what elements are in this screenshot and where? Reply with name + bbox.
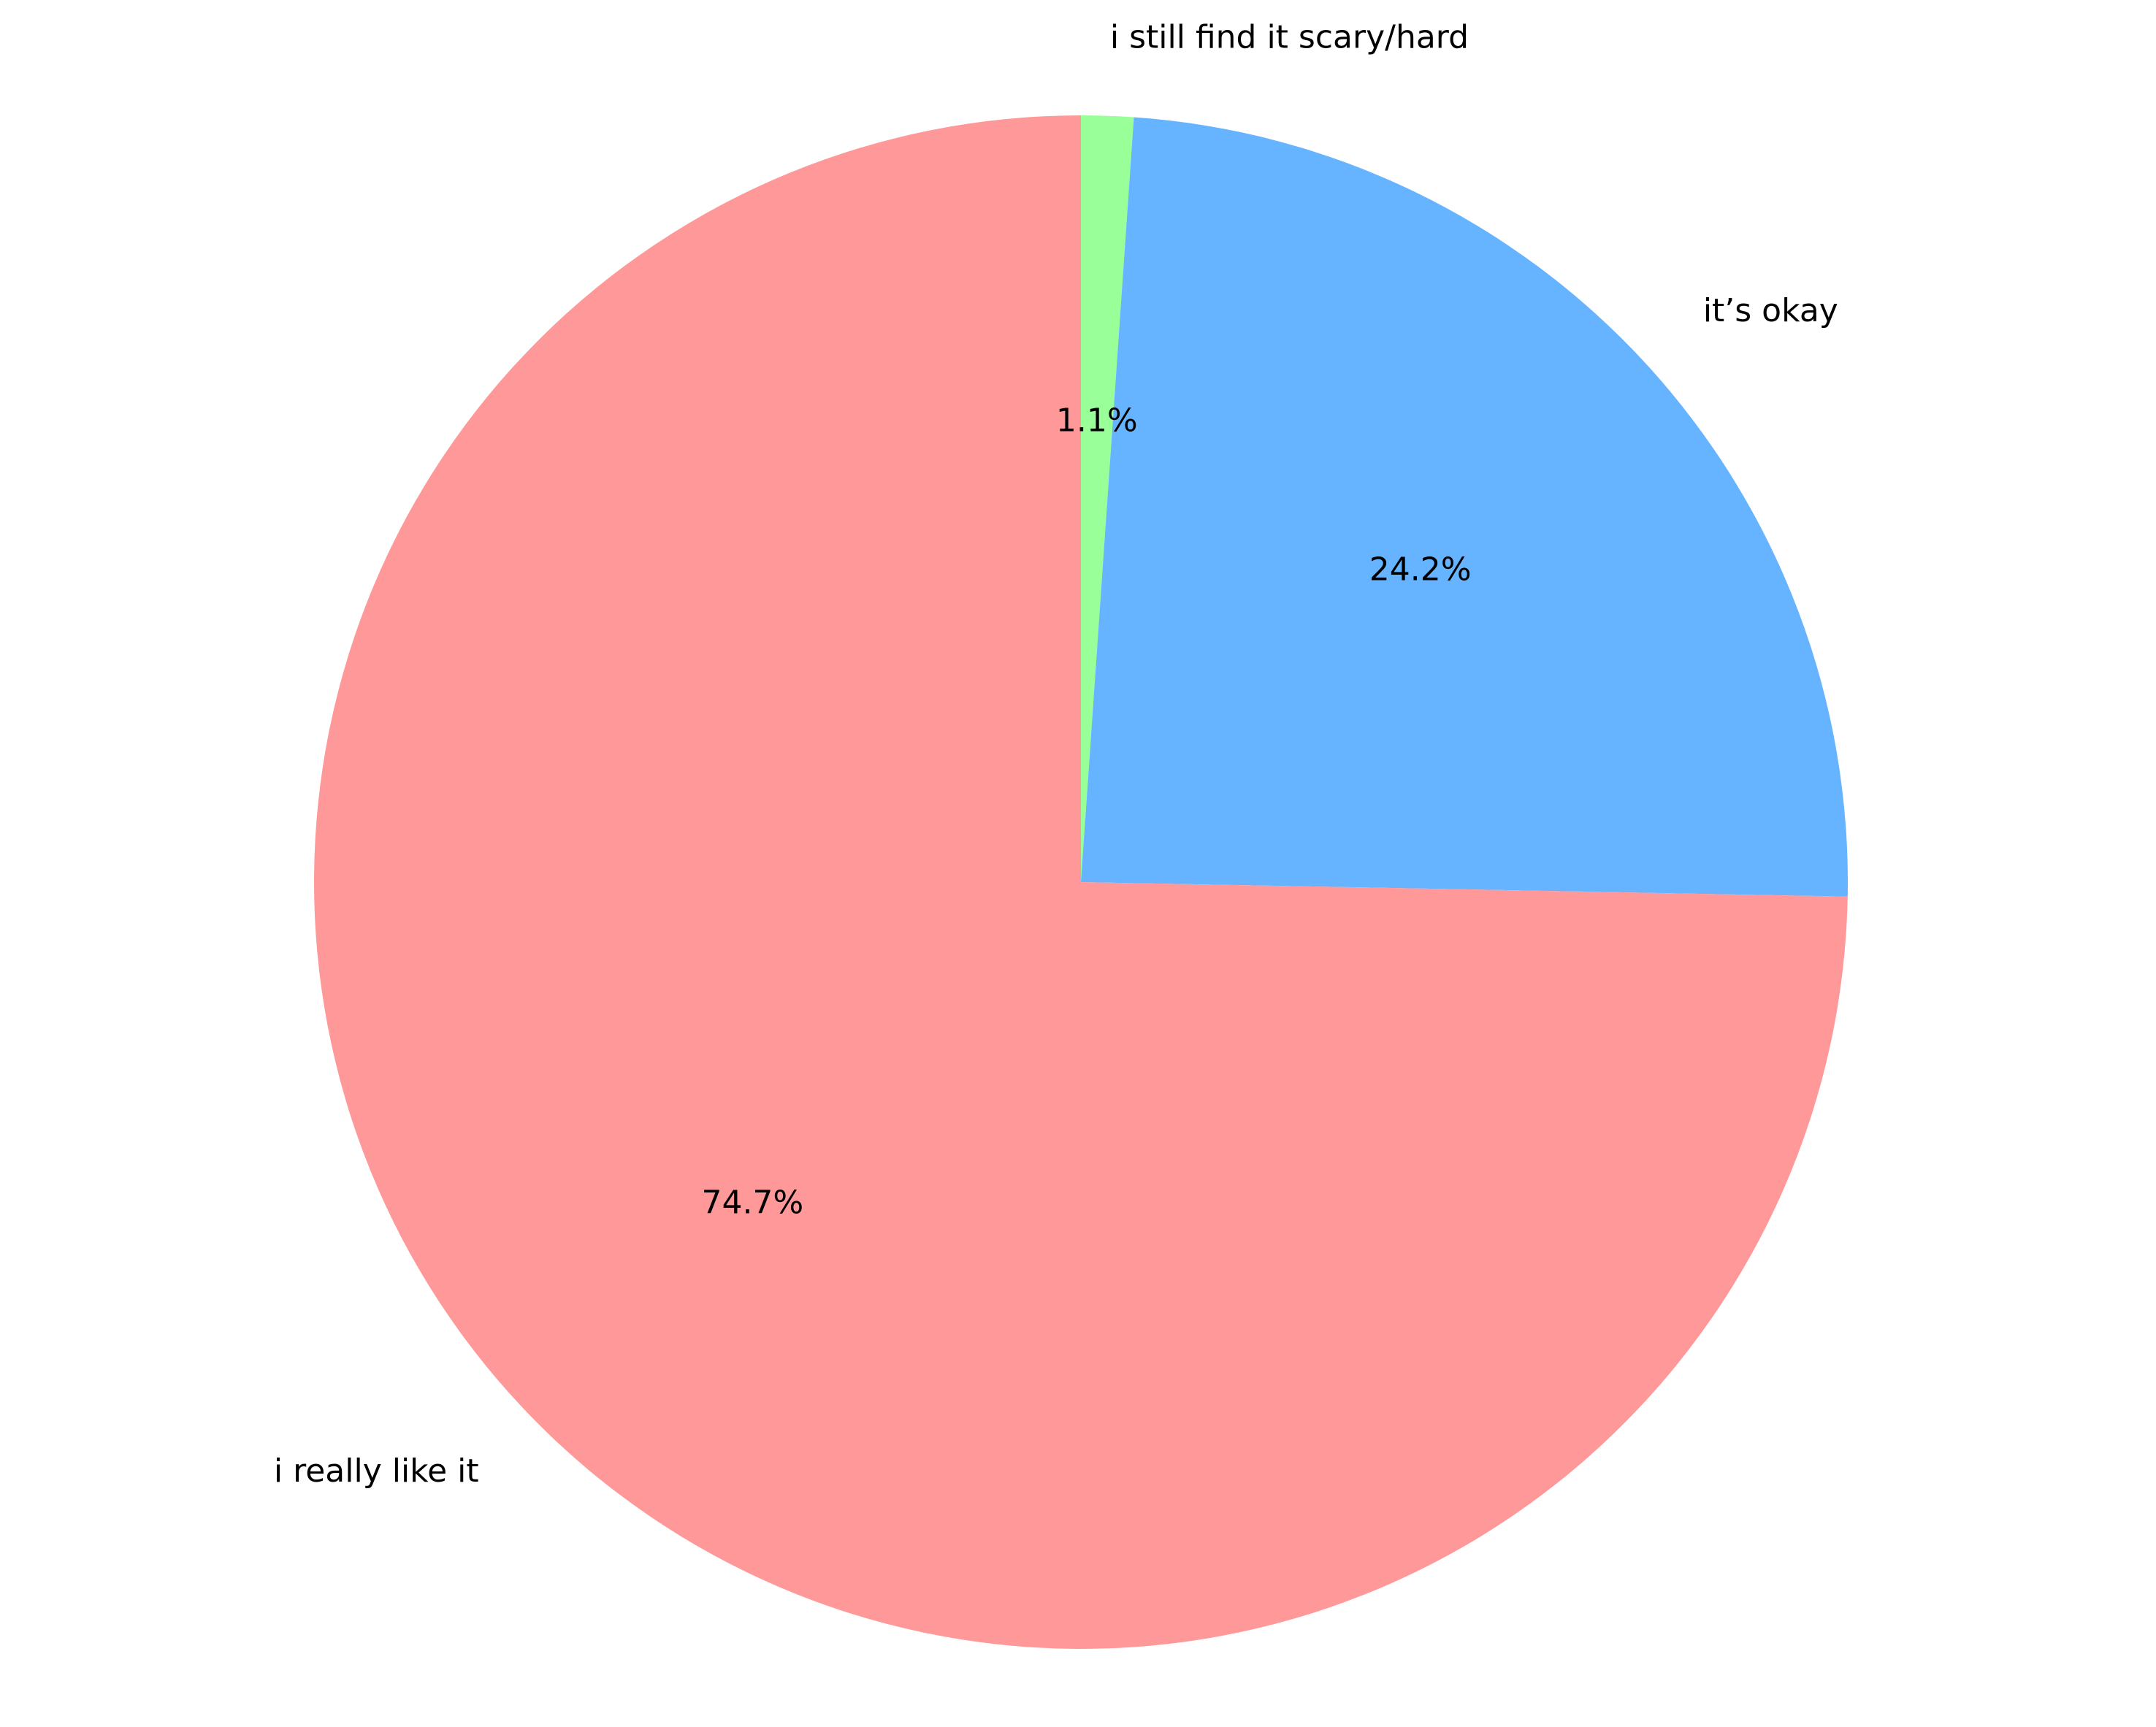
labels-layer: i still find it scary/hard 1.1% it’s okay 2… — [274, 19, 1838, 1490]
slices-layer — [313, 115, 1848, 1650]
pie-slice-i-still-find-it-scary-hard — [1081, 115, 1134, 882]
slice-label-it-s-okay: it’s okay — [1703, 292, 1838, 329]
slice-label-i-really-like-it: i really like it — [274, 1452, 479, 1490]
pie-slice-i-really-like-it — [313, 115, 1848, 1650]
pie-slice-it-s-okay — [1081, 117, 1848, 897]
pct-label-it-s-okay: 24.2% — [1369, 551, 1472, 589]
slice-label-i-still-find-it-scary-hard: i still find it scary/hard — [1110, 19, 1469, 56]
pct-label-i-really-like-it: 74.7% — [701, 1184, 803, 1221]
pct-label-i-still-find-it-scary-hard: 1.1% — [1056, 402, 1138, 439]
